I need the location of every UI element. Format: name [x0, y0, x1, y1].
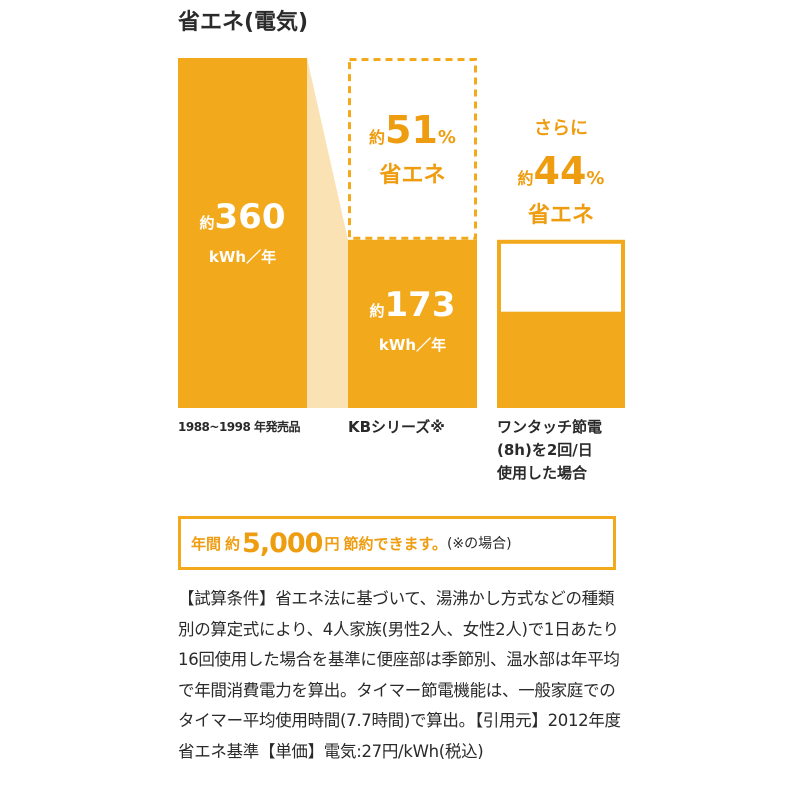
bar-1988-1998: [178, 58, 307, 408]
bar-kb-series: [348, 239, 477, 408]
bar1-value-label: 約360: [200, 197, 286, 237]
bar-one-touch: [497, 313, 625, 408]
bar-connector: [307, 58, 348, 408]
bar2-unit-label: kWh／年: [379, 336, 446, 354]
savings-text: 節約できます。: [343, 534, 447, 553]
category-label-2: KBシリーズ※: [348, 418, 445, 436]
chart-title: 省エネ(電気): [178, 10, 309, 35]
bar-kb-series-saving-outline: [348, 58, 477, 240]
category-label-3: ワンタッチ節電 (8h)を2回/日 使用した場合: [497, 418, 603, 482]
saving1-text-label: 省エネ: [378, 163, 445, 188]
saving2-text-label: 省エネ: [527, 203, 594, 228]
saving2-percent-label: 約44%: [518, 149, 605, 193]
saving2-pre-label: さらに: [534, 118, 588, 139]
bar-one-touch-saving-outline: [497, 239, 625, 316]
calculation-conditions: 【試算条件】省エネ法に基づいて、湯沸かし方式などの種類別の算定式により、4人家族…: [178, 589, 621, 761]
bar2-value-label: 約173: [370, 285, 456, 325]
savings-amount: 5,000: [242, 527, 323, 559]
category-label-1: 1988~1998 年発売品: [178, 420, 301, 434]
annual-savings-box: 年間 約 5,000 円 節約できます。 (※の場合): [178, 516, 616, 570]
savings-prefix: 約: [225, 534, 241, 553]
bar1-unit-label: kWh／年: [209, 248, 276, 266]
savings-note: (※の場合): [446, 536, 512, 552]
saving1-percent-label: 約51%: [369, 108, 456, 152]
savings-label: 年間: [191, 534, 222, 553]
savings-unit: 円: [324, 534, 340, 553]
